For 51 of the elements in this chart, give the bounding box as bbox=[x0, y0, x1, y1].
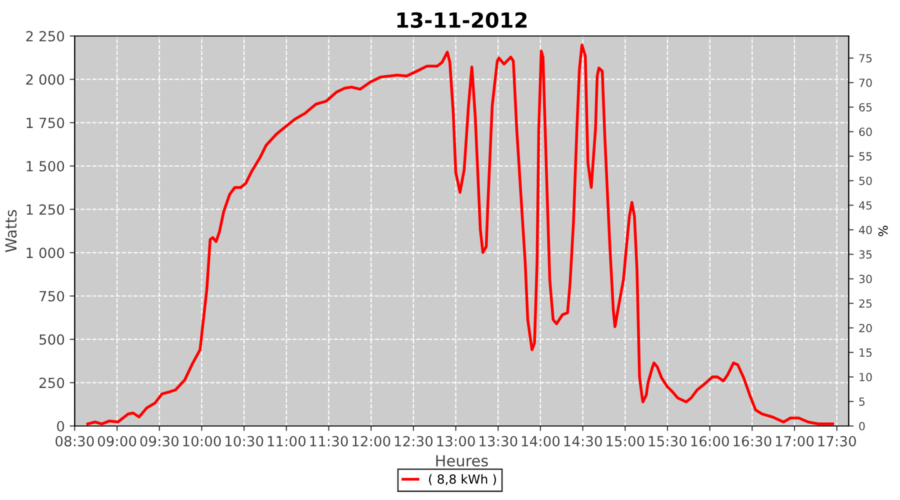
y-tick-label: 1 750 bbox=[26, 118, 64, 128]
y2-tick-label: 70 bbox=[859, 78, 872, 87]
legend-label: ( 8,8 kWh ) bbox=[429, 474, 496, 486]
y2-tick-label: 65 bbox=[859, 103, 872, 112]
x-tick-label: 11:00 bbox=[268, 436, 306, 446]
y2-tick-label: 75 bbox=[859, 54, 872, 62]
x-tick-label: 17:00 bbox=[776, 436, 814, 446]
y-tick-label: 2 000 bbox=[26, 74, 64, 85]
x-tick-label: 08:30 bbox=[56, 436, 94, 446]
y2-tick-label: 35 bbox=[859, 250, 872, 259]
y-tick-label: 2 250 bbox=[26, 30, 64, 42]
x-tick-label: 13:30 bbox=[480, 436, 518, 446]
x-tick-label: 16:00 bbox=[691, 436, 729, 446]
y2-tick-label: 10 bbox=[860, 372, 872, 382]
x-tick-label: 16:30 bbox=[734, 436, 772, 446]
x-tick-label: 12:30 bbox=[394, 436, 433, 446]
x-tick-label: 10:30 bbox=[226, 436, 264, 446]
y2-tick-label: 60 bbox=[859, 128, 872, 136]
y-tick-label: 1 000 bbox=[26, 248, 64, 258]
x-tick-label: 11:30 bbox=[310, 436, 348, 446]
x-tick-label: 10:00 bbox=[183, 436, 221, 446]
x-axis-title: Heures bbox=[436, 455, 488, 467]
y-tick-label: 250 bbox=[39, 378, 64, 388]
y2-tick-label: 25 bbox=[859, 299, 872, 308]
y-tick-label: 500 bbox=[40, 334, 64, 345]
line-series bbox=[86, 44, 834, 426]
y2-tick-label: 0 bbox=[859, 422, 865, 430]
y2-tick-label: 30 bbox=[859, 274, 872, 284]
y2-tick-label: 45 bbox=[858, 201, 872, 210]
x-tick-label: 15:00 bbox=[606, 436, 644, 446]
x-tick-label: 13:00 bbox=[437, 436, 475, 446]
y-tick-label: 0 bbox=[57, 420, 64, 432]
x-tick-label: 09:30 bbox=[140, 436, 178, 446]
y-tick-label: 1 500 bbox=[26, 160, 64, 172]
x-tick-label: 15:30 bbox=[648, 436, 687, 446]
x-tick-label: 14:30 bbox=[564, 436, 602, 446]
x-tick-label: 17:30 bbox=[818, 436, 856, 446]
y2-tick-label: 20 bbox=[859, 324, 872, 332]
y2-tick-label: 15 bbox=[860, 348, 872, 357]
y2-tick-label: 40 bbox=[858, 226, 872, 234]
y2-axis-title: % bbox=[878, 226, 888, 236]
y2-tick-label: 5 bbox=[859, 398, 865, 406]
x-tick-label: 14:00 bbox=[522, 436, 560, 446]
y-tick-label: 1 250 bbox=[26, 204, 64, 215]
y2-tick-label: 50 bbox=[859, 176, 872, 186]
y-tick-label: 750 bbox=[40, 290, 64, 302]
x-tick-label: 09:00 bbox=[98, 436, 136, 446]
chart-title: 13-11-2012 bbox=[397, 12, 527, 28]
y2-tick-label: 55 bbox=[859, 152, 872, 161]
x-tick-label: 12:00 bbox=[352, 436, 390, 446]
y-axis-title: Watts bbox=[5, 210, 17, 252]
